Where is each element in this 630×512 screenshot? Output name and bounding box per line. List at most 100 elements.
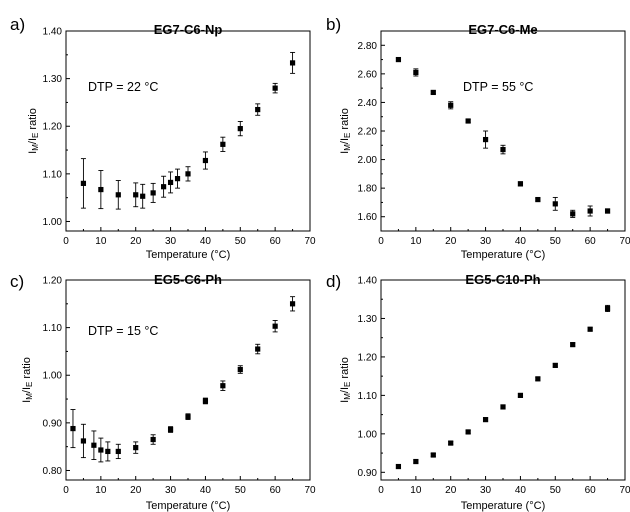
data-marker [133, 192, 139, 198]
data-point [395, 463, 402, 470]
data-point [395, 56, 402, 63]
plot-frame [65, 30, 311, 232]
dtp-annotation: DTP = 55 °C [463, 80, 533, 94]
y-tick-label: 1.10 [358, 391, 378, 402]
y-tick-label: 1.40 [43, 27, 63, 38]
y-axis-label-part: E [343, 133, 352, 138]
data-marker [587, 326, 593, 332]
data-marker [115, 448, 121, 455]
data-point [413, 458, 419, 465]
y-tick-label: 1.10 [43, 169, 63, 180]
y-tick-label: 1.20 [43, 122, 63, 133]
data-marker [202, 398, 209, 404]
data-point [98, 170, 104, 210]
x-tick-label: 70 [619, 485, 630, 496]
y-tick-label: 2.00 [358, 155, 378, 166]
chart-title: EG5-C6-Ph [154, 272, 222, 287]
y-axis-label-part: ratio [339, 357, 351, 381]
chart-title: EG7-C6-Np [154, 22, 223, 37]
data-marker [255, 106, 261, 113]
y-axis-label-part: M [343, 393, 352, 400]
data-marker [552, 362, 558, 368]
y-tick-label: 1.40 [358, 276, 378, 287]
data-point [150, 182, 156, 203]
data-marker [80, 438, 87, 444]
y-axis-label-part: /I [21, 387, 33, 393]
y-axis-label-part: I [339, 400, 351, 403]
x-tick-label: 60 [270, 485, 282, 496]
data-marker [105, 448, 111, 455]
dtp-annotation: DTP = 22 °C [88, 80, 158, 94]
data-marker [395, 463, 402, 470]
data-marker [500, 404, 506, 410]
data-point [272, 320, 278, 333]
x-tick-label: 50 [550, 485, 562, 496]
x-tick-label: 40 [200, 236, 212, 247]
x-tick-label: 30 [165, 236, 177, 247]
data-point [517, 181, 524, 187]
y-axis-label-part: E [31, 133, 40, 138]
data-point [430, 89, 436, 96]
data-point [98, 437, 104, 463]
y-tick-label: 2.60 [358, 69, 378, 80]
data-point [115, 180, 121, 210]
data-marker [604, 305, 611, 312]
y-tick-label: 2.20 [358, 127, 378, 138]
data-marker [272, 85, 278, 91]
x-axis-label: Temperature (°C) [461, 500, 545, 512]
x-tick-label: 50 [235, 236, 247, 247]
x-tick-label: 60 [270, 236, 282, 247]
y-axis-label-part: M [25, 393, 34, 400]
x-axis-label: Temperature (°C) [146, 249, 230, 261]
data-point [70, 409, 76, 449]
data-point [202, 397, 209, 405]
plot-frame [380, 279, 626, 481]
data-point [105, 441, 111, 462]
plot-frame [380, 30, 626, 232]
data-point [289, 296, 296, 312]
data-marker [535, 376, 541, 382]
x-tick-label: 30 [480, 485, 492, 496]
data-point [535, 376, 541, 382]
data-marker [167, 179, 174, 186]
panel-letter: b) [326, 15, 341, 34]
chart-panel-4: 0 10 20 30 40 50 60 70 0.90 1.00 1.10 1.20 1.30 1.40 d… [326, 272, 630, 512]
x-tick-label: 20 [445, 236, 457, 247]
data-point [552, 196, 558, 211]
data-marker [237, 366, 243, 373]
data-point [185, 166, 191, 182]
panel-letter: c) [10, 272, 24, 291]
data-point [448, 101, 454, 110]
data-marker [150, 436, 156, 443]
y-tick-label: 1.30 [358, 314, 378, 325]
data-marker [570, 342, 576, 348]
y-axis-label-part: ratio [339, 108, 351, 132]
data-marker [272, 323, 278, 329]
data-point [174, 168, 181, 189]
data-marker [140, 193, 146, 199]
data-point [587, 326, 593, 332]
data-marker [167, 426, 174, 433]
data-point [167, 426, 174, 433]
data-marker [185, 414, 191, 420]
data-point [91, 430, 97, 460]
data-point [500, 144, 506, 155]
data-marker [413, 458, 419, 465]
data-point [465, 429, 471, 435]
data-marker [465, 429, 471, 435]
y-tick-label: 1.80 [358, 184, 378, 195]
data-point [289, 51, 296, 74]
x-tick-label: 20 [130, 485, 142, 496]
data-marker [70, 425, 76, 432]
data-point [604, 304, 611, 312]
y-axis-label-part: /I [339, 138, 351, 144]
y-tick-label: 1.30 [43, 74, 63, 85]
data-marker [482, 136, 489, 143]
x-tick-label: 10 [95, 236, 107, 247]
data-point [552, 362, 558, 368]
x-tick-label: 10 [410, 485, 422, 496]
x-tick-label: 0 [378, 485, 384, 496]
data-point [150, 434, 156, 445]
y-tick-label: 0.80 [43, 466, 63, 477]
data-point [517, 392, 524, 398]
